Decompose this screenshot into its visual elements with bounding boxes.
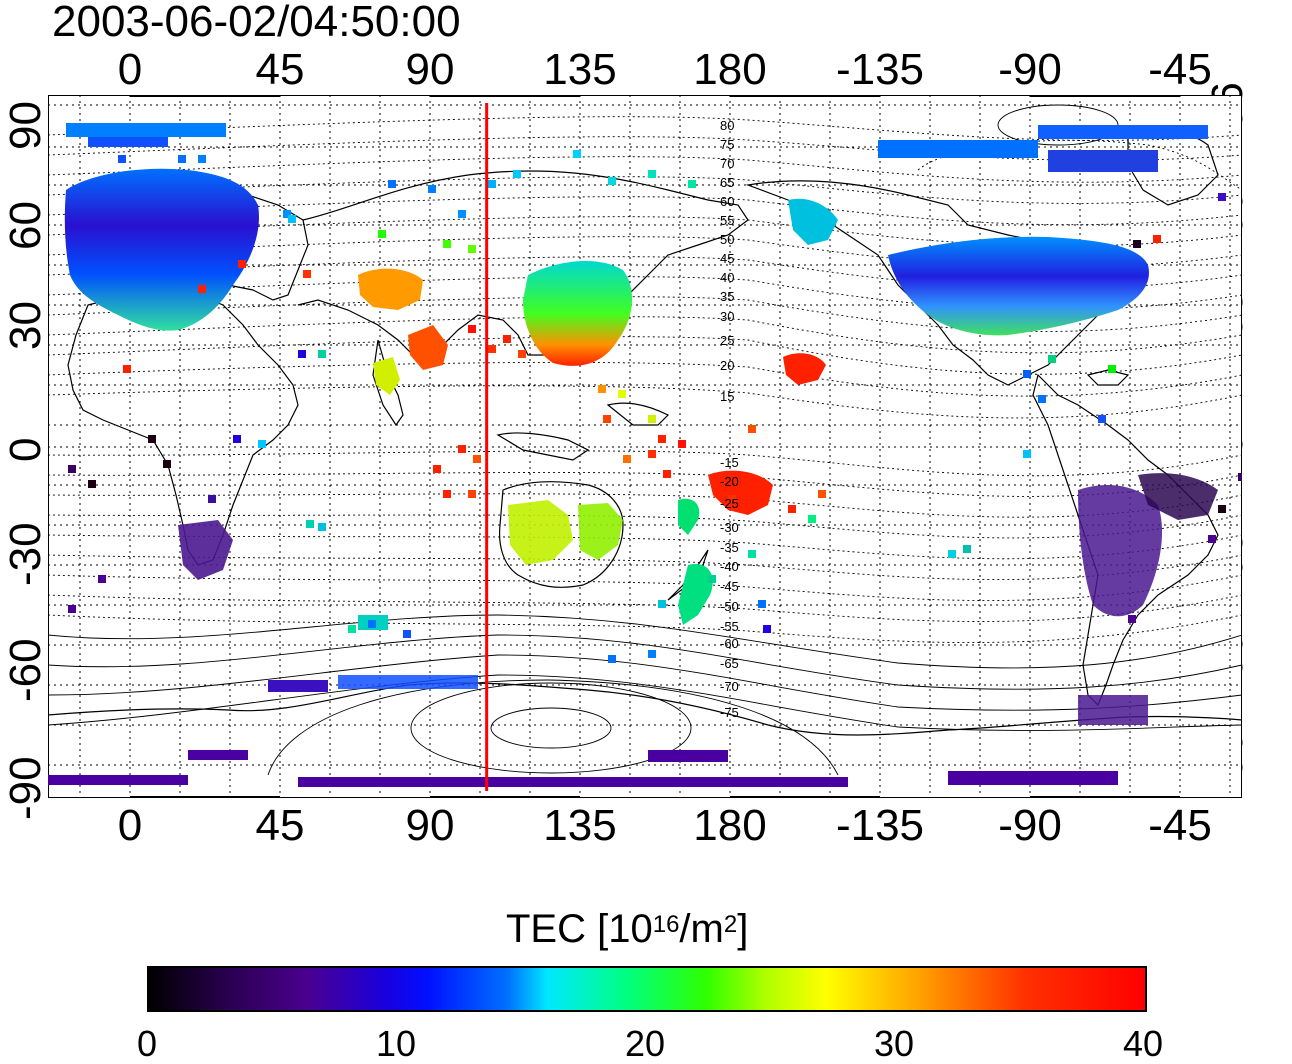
contour-label: 15: [720, 389, 734, 404]
colorbar-tick: 40: [1122, 1023, 1164, 1064]
contour-label: 45: [720, 251, 734, 266]
contour-label: -50: [720, 599, 739, 614]
tec-map: 80 75 70 65 60 55 50 45 40 35 30 25 20 1…: [48, 95, 1242, 798]
contour-level-labels: 80 75 70 65 60 55 50 45 40 35 30 25 20 1…: [720, 118, 739, 720]
edge-tick-bars: [130, 95, 1180, 798]
tec-colorbar: [147, 966, 1147, 1012]
colorbar-tick: 30: [873, 1023, 915, 1064]
colorbar-tick: 0: [136, 1023, 158, 1064]
contour-label: 70: [720, 156, 734, 171]
lon-tick-top: 45: [255, 45, 305, 94]
contour-label: 55: [720, 213, 734, 228]
lon-tick-bottom: -45: [1148, 801, 1212, 850]
contour-label: 25: [720, 333, 734, 348]
lat-tick-left: 0: [1, 437, 50, 462]
lat-tick-left: -60: [1, 638, 50, 702]
contour-label: 60: [720, 194, 734, 209]
colorbar-title: TEC [1016/m2]: [506, 906, 748, 952]
lon-tick-top: 180: [693, 45, 767, 94]
contour-label: -55: [720, 619, 739, 634]
lon-tick-bottom: -90: [998, 801, 1062, 850]
lon-tick-bottom: 45: [255, 801, 305, 850]
timestamp-title: 2003-06-02/04:50:00: [52, 0, 461, 46]
contour-label: -75: [720, 705, 739, 720]
contour-label: 40: [720, 270, 734, 285]
lon-tick-top: 0: [117, 45, 143, 94]
tec-observations: [48, 123, 1218, 787]
contour-label: -60: [720, 636, 739, 651]
lat-tick-left: -90: [1, 756, 50, 820]
contour-label: -30: [720, 520, 739, 535]
contour-label: 20: [720, 358, 734, 373]
contour-label: -65: [720, 656, 739, 671]
lat-tick-left: 30: [1, 301, 50, 350]
contour-label: 80: [720, 118, 734, 133]
colorbar-title-mid: /m: [679, 907, 724, 951]
lat-tick-left: -30: [1, 522, 50, 586]
contour-label: -45: [720, 579, 739, 594]
lon-tick-top: -45: [1148, 45, 1212, 94]
colorbar-title-prefix: TEC [10: [506, 907, 653, 951]
lon-tick-top: 90: [405, 45, 455, 94]
contour-label: -40: [720, 559, 739, 574]
magnetic-latitude-contours: [48, 104, 1242, 776]
lon-tick-top: -135: [835, 45, 925, 94]
contour-label: 35: [720, 289, 734, 304]
contour-label: -70: [720, 679, 739, 694]
contour-label: -35: [720, 540, 739, 555]
lon-tick-bottom: 0: [117, 801, 143, 850]
colorbar-tick: 10: [375, 1023, 417, 1064]
tec-scatter-points: [68, 150, 1242, 663]
contour-label: -20: [720, 474, 739, 489]
colorbar-tick: 20: [624, 1023, 666, 1064]
contour-label: 30: [720, 309, 734, 324]
colorbar-title-exp1: 16: [652, 911, 680, 938]
contour-label: -15: [720, 455, 739, 470]
lon-tick-top: 135: [543, 45, 617, 94]
contour-label: -25: [720, 496, 739, 511]
contour-label: 75: [720, 137, 734, 152]
contour-label: 65: [720, 175, 734, 190]
colorbar-title-exp2: 2: [723, 911, 738, 938]
lon-tick-bottom: 180: [693, 801, 767, 850]
lon-tick-bottom: 135: [543, 801, 617, 850]
lon-tick-bottom: -135: [835, 801, 925, 850]
lon-tick-bottom: 90: [405, 801, 455, 850]
lat-tick-left: 60: [1, 201, 50, 250]
contour-label: 50: [720, 232, 734, 247]
lat-tick-left: 90: [1, 101, 50, 150]
colorbar-title-suffix: ]: [737, 907, 749, 951]
lon-tick-top: -90: [998, 45, 1062, 94]
